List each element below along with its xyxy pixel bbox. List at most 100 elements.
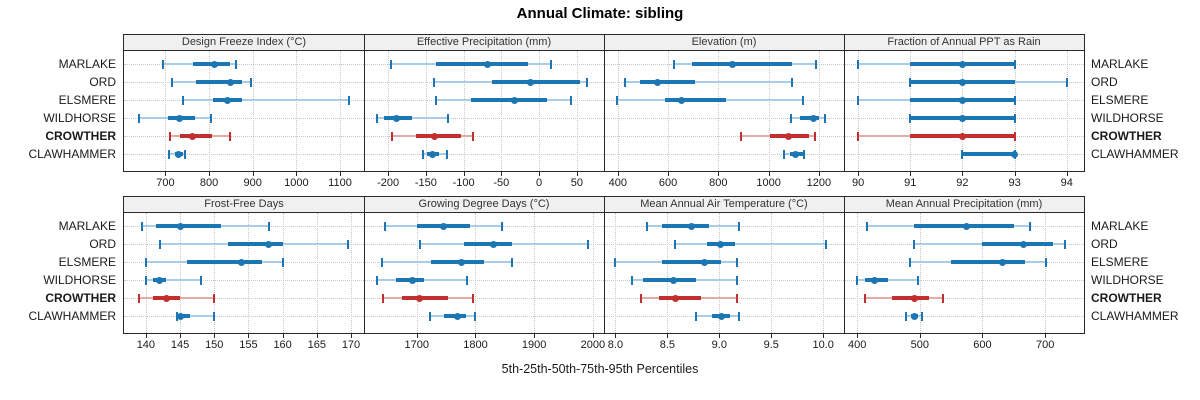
median-dot [223,96,231,104]
axis-tick-label: 165 [307,339,326,351]
whisker-cap-95th [1013,114,1016,123]
whisker-cap-95th [213,294,216,303]
whisker-box-25-75 [691,62,793,66]
whisker-box-25-75 [662,224,709,228]
whisker-cap-5th [138,294,141,303]
median-dot [265,240,273,248]
whisker-cap-95th [184,150,187,159]
axis-tick-label: 2000 [580,339,606,351]
axis-tick-label: 500 [910,339,929,351]
whisker-box-25-75 [196,80,243,84]
station-label-left-marlake: MARLAKE [58,219,116,233]
median-dot [910,312,918,320]
median-dot [176,114,184,122]
station-label-right-clawhammer: CLAWHAMMER [1091,309,1179,323]
axis-tick [592,334,594,338]
median-dot [999,258,1007,266]
whisker-cap-5th [673,60,676,69]
whisker-cap-95th [587,240,590,249]
row-gridline [364,298,604,299]
whisker-cap-95th [1065,78,1068,87]
vertical-gridline [823,213,825,333]
whisker-cap-5th [429,312,432,321]
vertical-gridline [501,51,503,171]
axis-tick [252,172,254,176]
vertical-gridline [615,213,617,333]
panel-divider [364,35,365,171]
axis-tick [214,334,216,338]
vertical-gridline [576,51,578,171]
axis-tick-label: 50 [570,177,583,189]
vertical-gridline [316,213,318,333]
whisker-cap-5th [390,60,393,69]
median-dot [484,60,492,68]
vertical-gridline [919,213,921,333]
vertical-gridline [340,51,341,171]
whisker-box-25-75 [662,260,722,264]
axis-tick [771,334,773,338]
whisker-cap-5th [640,294,643,303]
whisker-range-5-95 [674,243,827,245]
row-gridline [364,280,604,281]
median-dot [176,312,184,320]
median-dot [911,294,919,302]
axis-tick [351,334,352,338]
vertical-gridline [962,51,964,171]
whisker-cap-95th [815,60,818,69]
whisker-cap-95th [738,222,741,231]
axis-tick [576,172,578,176]
whisker-cap-5th [167,150,170,159]
whisker-cap-95th [791,78,794,87]
vertical-gridline [592,213,594,333]
vertical-gridline [296,51,298,171]
axis-tick [145,334,147,338]
whisker-cap-5th [909,114,912,123]
whisker-box-25-75 [186,260,263,264]
axis-tick [617,172,619,176]
axis-tick-label: 145 [170,339,190,351]
plot-design-freeze-index-c [124,51,364,171]
whisker-cap-5th [673,240,676,249]
axis-band-row-0: 700 800 900 1000 1100 -200 -150 -100 -50 0 50 400 60… [0,172,1200,194]
axis-tick [165,172,167,176]
whisker-cap-5th [864,294,867,303]
whisker-cap-5th [170,78,173,87]
whisker-cap-95th [735,258,738,267]
vertical-gridline [282,213,284,333]
vertical-gridline [617,51,619,171]
strip-growing-degree-days-c: Growing Degree Days (°C) [364,197,604,213]
whisker-box-25-75 [982,242,1053,246]
whisker-cap-95th [229,132,232,141]
whisker-cap-5th [695,312,698,321]
whisker-box-25-75 [180,314,191,318]
median-dot [958,96,966,104]
whisker-cap-5th [645,222,648,231]
strip-title: Design Freeze Index (°C) [181,36,307,48]
row-gridline [604,136,844,137]
vertical-gridline [180,213,182,333]
station-label-right-marlake: MARLAKE [1091,219,1149,233]
median-dot [701,258,709,266]
median-dot [454,312,462,320]
whisker-box-25-75 [431,260,485,264]
axis-tick-label: 1000 [756,177,781,189]
vertical-gridline [214,213,216,333]
axis-tick [539,172,541,176]
whisker-cap-5th [181,96,184,105]
whisker-box-25-75 [491,80,580,84]
whisker-cap-5th [138,114,141,123]
median-dot [1019,240,1027,248]
row-gridline [124,136,364,137]
panel-frost-free-days: Frost-Free Days [124,197,364,333]
row-gridline [604,154,844,155]
station-label-left-wildhorse: WILDHORSE [43,273,116,287]
vertical-gridline [1066,51,1068,171]
axis-tick [416,334,418,338]
whisker-cap-95th [249,78,252,87]
plot-growing-degree-days-c [364,213,604,333]
axis-tick-label: -100 [452,177,475,189]
whisker-cap-5th [909,258,912,267]
whisker-cap-5th [382,294,385,303]
whisker-cap-95th [824,114,827,123]
axis-tick [534,334,536,338]
